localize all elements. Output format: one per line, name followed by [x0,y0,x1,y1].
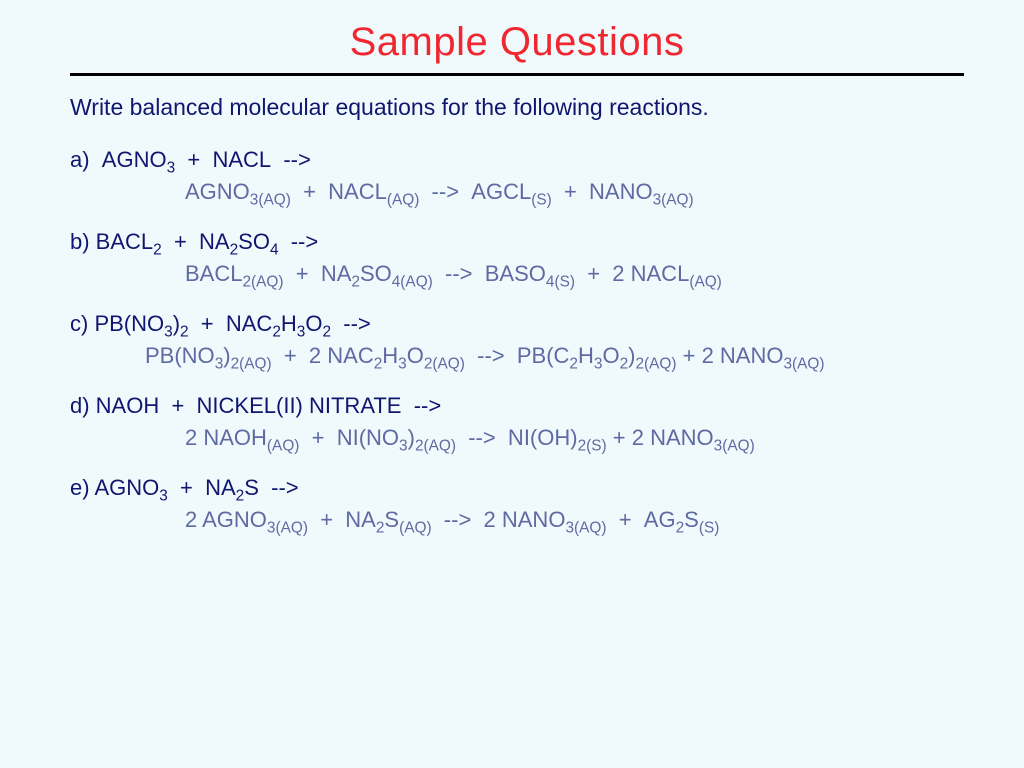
instruction-text: Write balanced molecular equations for t… [70,94,964,121]
question-prompt: e) AGNO3 + NA2S --> [70,475,964,501]
question-answer: BACL2(AQ) + NA2SO4(AQ) --> BASO4(S) + 2 … [70,261,964,287]
question-answer: 2 NAOH(AQ) + NI(NO3)2(AQ) --> NI(OH)2(S)… [70,425,964,451]
question-prompt: d) NAOH + NICKEL(II) NITRATE --> [70,393,964,419]
question-answer: PB(NO3)2(AQ) + 2 NAC2H3O2(AQ) --> PB(C2H… [70,343,964,369]
question-prompt: a) AGNO3 + NACL --> [70,147,964,173]
question-block: e) AGNO3 + NA2S --> 2 AGNO3(AQ) + NA2S(AQ… [70,475,964,533]
title-divider [70,73,964,76]
questions-list: a) AGNO3 + NACL --> AGNO3(AQ) + NACL(AQ) … [70,147,964,533]
question-block: c) PB(NO3)2 + NAC2H3O2 --> PB(NO3)2(AQ) +… [70,311,964,369]
question-block: a) AGNO3 + NACL --> AGNO3(AQ) + NACL(AQ) … [70,147,964,205]
question-block: d) NAOH + NICKEL(II) NITRATE --> 2 NAOH(A… [70,393,964,451]
question-prompt: c) PB(NO3)2 + NAC2H3O2 --> [70,311,964,337]
question-answer: AGNO3(AQ) + NACL(AQ) --> AGCL(S) + NANO3… [70,179,964,205]
slide-container: Sample Questions Write balanced molecula… [0,0,1024,768]
question-block: b) BACL2 + NA2SO4 --> BACL2(AQ) + NA2SO4(… [70,229,964,287]
question-answer: 2 AGNO3(AQ) + NA2S(AQ) --> 2 NANO3(AQ) +… [70,507,964,533]
slide-title: Sample Questions [70,20,964,65]
question-prompt: b) BACL2 + NA2SO4 --> [70,229,964,255]
